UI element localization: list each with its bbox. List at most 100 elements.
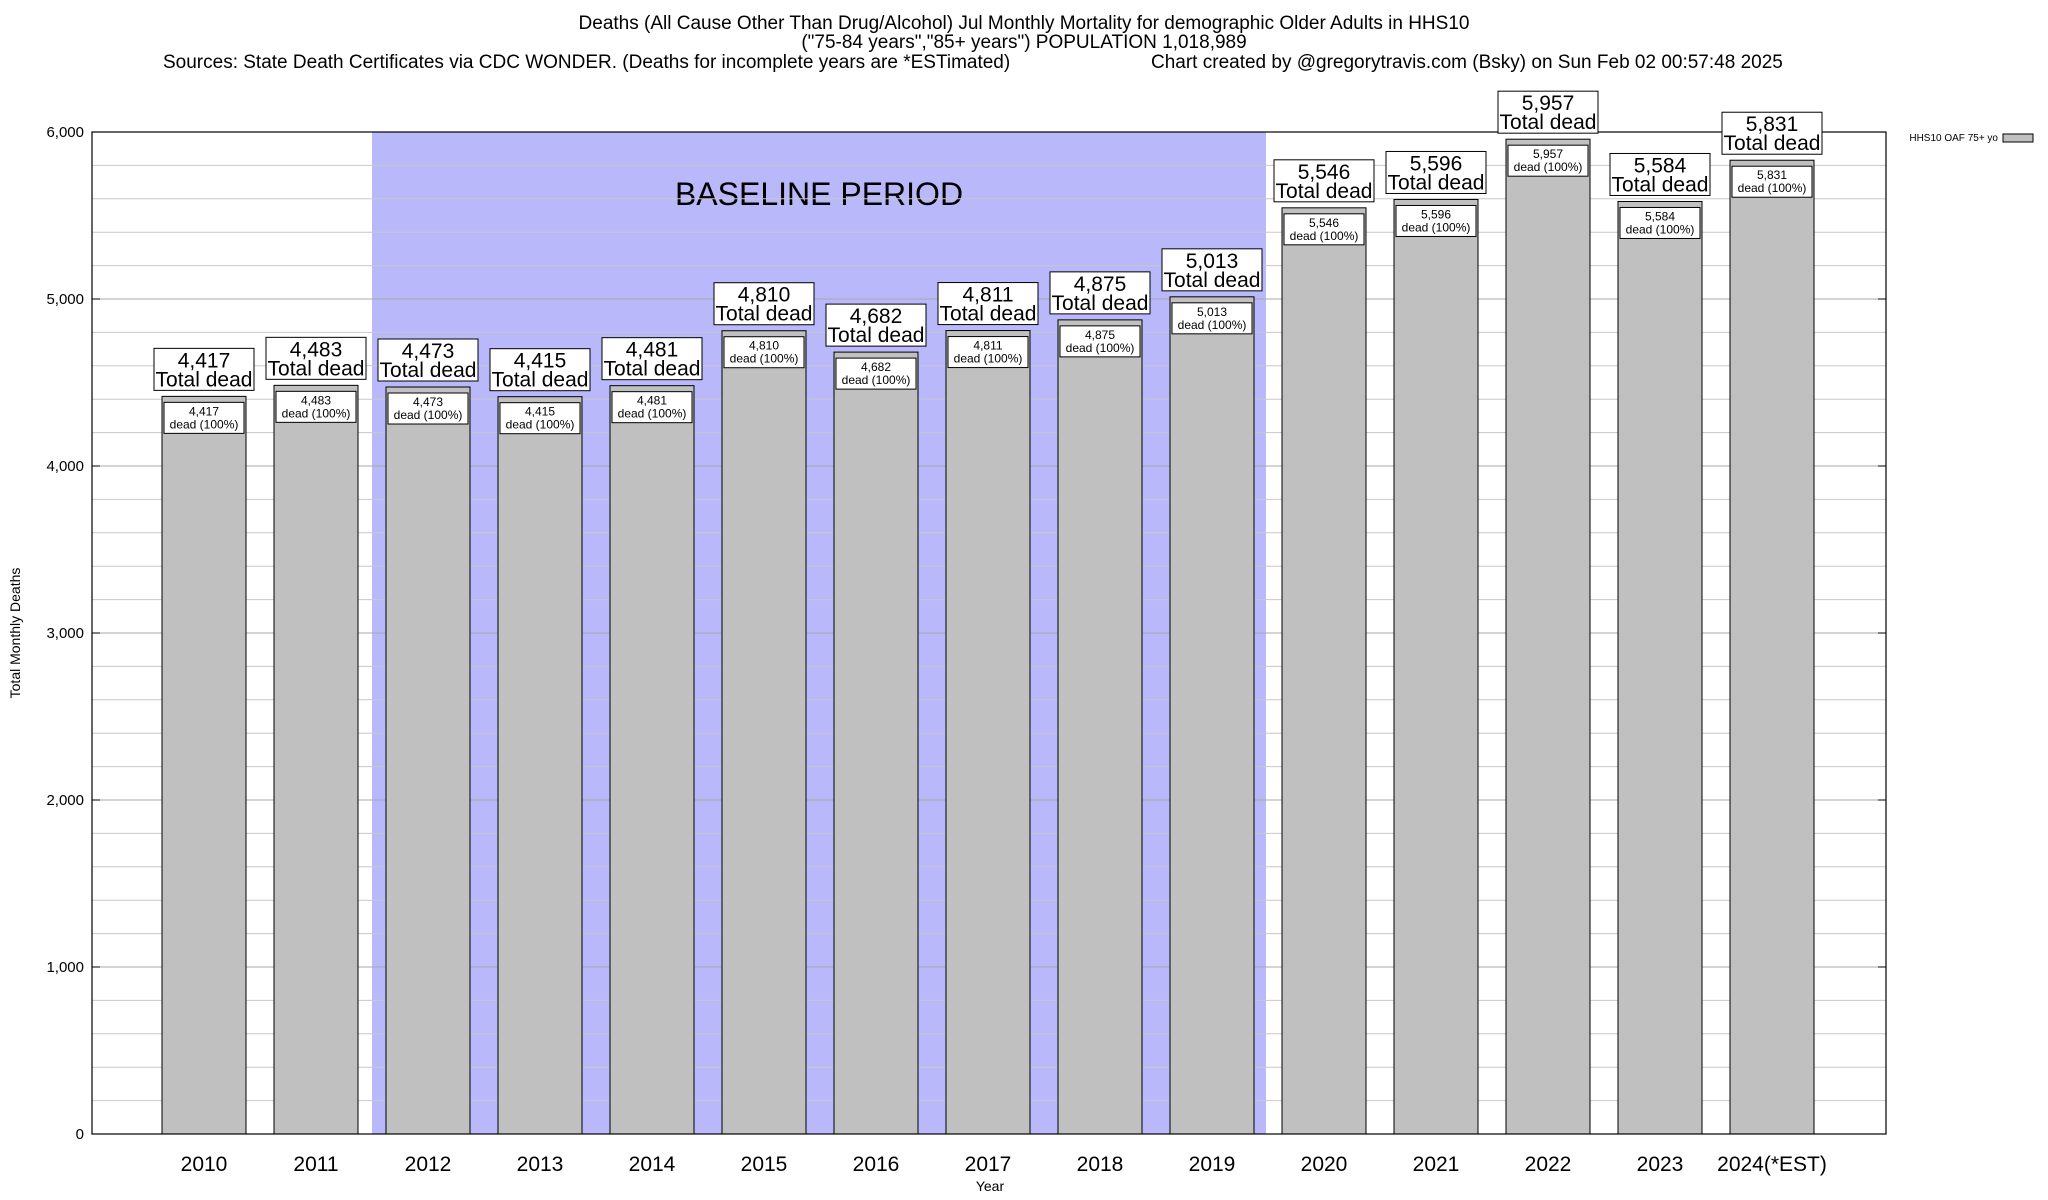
big-label-value: 4,875 (1074, 273, 1127, 296)
x-tick-label: 2013 (517, 1153, 564, 1176)
big-label-box (1609, 152, 1711, 196)
y-tick-label: 2,000 (46, 792, 84, 809)
small-label-box (835, 357, 917, 390)
x-tick-label: 2023 (1637, 1153, 1684, 1176)
big-label-suffix: Total dead (380, 359, 477, 382)
x-tick-label: 2022 (1525, 1153, 1572, 1176)
y-tick-label: 6,000 (46, 124, 84, 141)
big-label-suffix: Total dead (1388, 171, 1485, 194)
x-axis: 2010 2011 2012 2013 2014 2015 2016 2017 2018 2019… (181, 1153, 1827, 1194)
big-label-box (1161, 248, 1263, 292)
x-tick-label: 2012 (405, 1153, 452, 1176)
small-label-box (1171, 302, 1253, 335)
big-label-value: 4,682 (850, 305, 903, 328)
big-label-suffix: Total dead (1612, 173, 1709, 196)
big-label-box (1385, 150, 1487, 194)
bar-group (1057, 319, 1143, 1135)
y-tick-label: 4,000 (46, 458, 84, 475)
small-label-box (1619, 206, 1701, 239)
small-label-box (275, 390, 357, 423)
bar-group (385, 386, 471, 1135)
small-label-suffix: dead (100%) (1178, 318, 1247, 332)
big-label-box (1049, 271, 1151, 315)
small-label-suffix: dead (100%) (730, 352, 799, 366)
x-tick-label: 2018 (1077, 1153, 1124, 1176)
big-label-value: 5,584 (1634, 154, 1687, 177)
bar (161, 395, 247, 1135)
x-tick-label: 2015 (741, 1153, 788, 1176)
bar-group (1281, 207, 1367, 1135)
bar (1169, 296, 1255, 1135)
bar (273, 384, 359, 1135)
big-label-value: 4,415 (514, 350, 567, 373)
small-label-value: 4,415 (525, 405, 555, 419)
big-label-value: 5,546 (1298, 161, 1351, 184)
small-label-value: 4,682 (861, 360, 891, 374)
small-label-value: 5,831 (1757, 168, 1787, 182)
bar-group (497, 396, 583, 1135)
bars (161, 138, 1815, 1135)
big-label-value: 4,417 (178, 349, 231, 372)
small-label-suffix: dead (100%) (954, 352, 1023, 366)
bar (497, 396, 583, 1135)
small-label-value: 5,584 (1645, 209, 1675, 223)
big-label-value: 4,483 (290, 338, 343, 361)
chart-subtitle: ("75-84 years","85+ years") POPULATION 1… (801, 32, 1247, 53)
small-label-suffix: dead (100%) (842, 373, 911, 387)
bar-group (1617, 200, 1703, 1135)
big-label-value: 4,481 (626, 339, 679, 362)
big-label-value: 4,473 (402, 340, 455, 363)
x-tick-label: 2021 (1413, 1153, 1460, 1176)
small-label-value: 4,811 (973, 339, 1002, 353)
legend-swatch (2002, 133, 2034, 143)
small-label-value: 5,546 (1309, 216, 1339, 230)
x-tick-label: 2020 (1301, 1153, 1348, 1176)
big-label-box (1721, 111, 1823, 155)
x-tick-label: 2010 (181, 1153, 228, 1176)
big-label-box (1497, 90, 1599, 134)
small-label-box (947, 336, 1029, 369)
big-label-suffix: Total dead (940, 303, 1037, 326)
big-label-suffix: Total dead (1052, 292, 1149, 315)
bar (721, 330, 807, 1135)
big-label-value: 4,810 (738, 284, 791, 307)
small-label-suffix: dead (100%) (282, 406, 351, 420)
small-label-value: 5,957 (1533, 147, 1563, 161)
bar-group (609, 385, 695, 1135)
x-tick-label: 2024(*EST) (1717, 1153, 1827, 1176)
big-label-box (825, 303, 927, 347)
chart-title: Deaths (All Cause Other Than Drug/Alcoho… (578, 13, 1470, 34)
big-label-box (1273, 159, 1375, 203)
small-label-box (387, 392, 469, 425)
big-label-box (489, 348, 591, 392)
y-tick-label: 5,000 (46, 291, 84, 308)
bar-group (273, 384, 359, 1135)
y-tick-label: 1,000 (46, 959, 84, 976)
small-label-box (611, 391, 693, 424)
big-label-box (153, 347, 255, 391)
big-label-suffix: Total dead (1724, 132, 1821, 155)
bar (385, 386, 471, 1135)
bar-group (945, 330, 1031, 1135)
big-label-box (937, 282, 1039, 326)
legend-entry-label: HHS10 OAF 75+ yo (1909, 133, 1998, 144)
small-label-box (1395, 204, 1477, 237)
small-label-suffix: dead (100%) (1514, 160, 1583, 174)
y-axis: 0 1,000 2,000 3,000 4,000 5,000 6,000 Total Mon… (7, 124, 1886, 1143)
bar (833, 351, 919, 1135)
big-label-suffix: Total dead (716, 303, 813, 326)
bar-group (161, 395, 247, 1135)
bar-group (833, 351, 919, 1135)
y-tick-label: 3,000 (46, 625, 84, 642)
chart-sources: Sources: State Death Certificates via CD… (163, 52, 1011, 73)
small-label-suffix: dead (100%) (1402, 220, 1471, 234)
chart-credit: Chart created by @gregorytravis.com (Bsk… (1151, 52, 1783, 73)
bar-group (1393, 198, 1479, 1135)
big-label-suffix: Total dead (492, 369, 589, 392)
big-label-suffix: Total dead (156, 368, 253, 391)
small-label-value: 4,481 (637, 394, 667, 408)
small-label-value: 4,483 (301, 393, 331, 407)
big-label-box (265, 336, 367, 380)
small-label-suffix: dead (100%) (1738, 181, 1807, 195)
